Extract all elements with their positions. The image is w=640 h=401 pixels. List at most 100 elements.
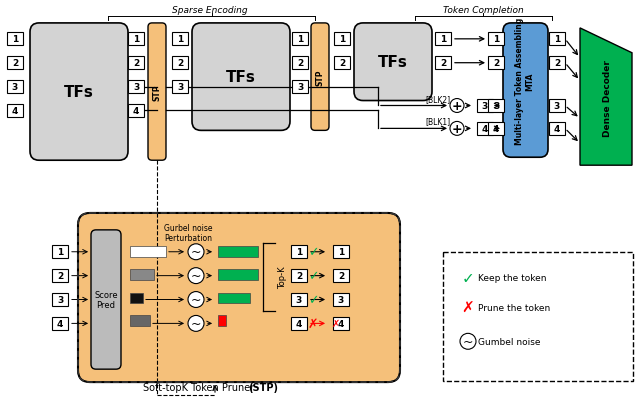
Text: [BLK2]: [BLK2] xyxy=(425,95,450,104)
Bar xyxy=(435,33,451,46)
Text: ~: ~ xyxy=(191,246,201,259)
Bar xyxy=(549,123,565,136)
Text: 3: 3 xyxy=(338,295,344,304)
Text: 3: 3 xyxy=(296,295,302,304)
Bar xyxy=(292,33,308,46)
Text: 2: 2 xyxy=(57,271,63,280)
Bar xyxy=(218,293,250,304)
Text: Gumbel noise: Gumbel noise xyxy=(478,337,541,346)
Bar xyxy=(130,269,154,280)
Text: ✓: ✓ xyxy=(461,270,474,286)
Text: 2: 2 xyxy=(177,59,183,68)
Text: STP: STP xyxy=(152,84,161,101)
Polygon shape xyxy=(580,29,632,166)
Bar xyxy=(292,57,308,70)
Text: ✓: ✓ xyxy=(308,293,318,306)
Text: Score
Pred: Score Pred xyxy=(94,290,118,310)
Text: 2: 2 xyxy=(133,59,139,68)
Text: 3: 3 xyxy=(133,83,139,92)
Bar xyxy=(549,57,565,70)
FancyBboxPatch shape xyxy=(91,230,121,369)
FancyBboxPatch shape xyxy=(503,24,548,158)
Text: ~: ~ xyxy=(191,293,201,306)
Bar xyxy=(7,81,23,94)
Text: ✗: ✗ xyxy=(308,317,318,330)
Text: [BLK1]: [BLK1] xyxy=(425,117,450,126)
Text: 1: 1 xyxy=(554,35,560,44)
Bar xyxy=(52,246,68,259)
Bar xyxy=(292,81,308,94)
Bar xyxy=(130,316,150,326)
Text: 2: 2 xyxy=(493,59,499,68)
Bar xyxy=(333,246,349,259)
Bar xyxy=(52,293,68,306)
Circle shape xyxy=(450,122,464,136)
Text: Gurbel noise
Perturbation: Gurbel noise Perturbation xyxy=(164,223,212,243)
Text: 1: 1 xyxy=(57,248,63,257)
Bar xyxy=(334,57,350,70)
Text: 4: 4 xyxy=(482,125,488,134)
Bar xyxy=(128,57,144,70)
Text: 4: 4 xyxy=(296,319,302,328)
Bar xyxy=(488,100,504,113)
Text: 3: 3 xyxy=(177,83,183,92)
Bar xyxy=(130,246,166,257)
Bar xyxy=(488,33,504,46)
Text: Keep the token: Keep the token xyxy=(478,273,547,282)
Text: 2: 2 xyxy=(338,271,344,280)
Bar xyxy=(333,269,349,282)
FancyBboxPatch shape xyxy=(78,213,400,382)
FancyBboxPatch shape xyxy=(192,24,290,131)
Bar xyxy=(52,317,68,330)
Bar xyxy=(291,246,307,259)
Circle shape xyxy=(188,244,204,260)
Bar xyxy=(218,316,226,326)
Text: ~: ~ xyxy=(191,269,201,282)
Text: TFs: TFs xyxy=(378,55,408,70)
Bar xyxy=(218,269,258,280)
Bar xyxy=(52,269,68,282)
Text: TFs: TFs xyxy=(64,85,94,100)
Bar xyxy=(477,123,493,136)
Bar xyxy=(128,81,144,94)
Bar xyxy=(128,33,144,46)
Text: 1: 1 xyxy=(177,35,183,44)
Text: ✗: ✗ xyxy=(461,300,474,315)
Bar xyxy=(488,123,504,136)
Bar xyxy=(172,81,188,94)
Text: 3: 3 xyxy=(482,102,488,111)
Text: 3: 3 xyxy=(12,83,18,92)
Text: +: + xyxy=(452,123,462,136)
Bar xyxy=(488,57,504,70)
Bar xyxy=(443,252,633,381)
Bar xyxy=(172,57,188,70)
FancyBboxPatch shape xyxy=(30,24,128,161)
Text: (STP): (STP) xyxy=(248,382,278,392)
Text: 2: 2 xyxy=(440,59,446,68)
Text: 1: 1 xyxy=(493,35,499,44)
Text: 1: 1 xyxy=(440,35,446,44)
Text: 4: 4 xyxy=(338,319,344,328)
Text: ~: ~ xyxy=(463,335,473,348)
Text: 4: 4 xyxy=(493,125,499,134)
Text: ✗: ✗ xyxy=(332,319,340,328)
Text: 4: 4 xyxy=(554,125,560,134)
Text: Multi-layer Token Assembling
MTA: Multi-layer Token Assembling MTA xyxy=(515,18,534,145)
Bar xyxy=(549,33,565,46)
Text: 2: 2 xyxy=(297,59,303,68)
Text: 2: 2 xyxy=(12,59,18,68)
Bar xyxy=(7,105,23,117)
Text: 3: 3 xyxy=(57,295,63,304)
Text: 1: 1 xyxy=(297,35,303,44)
Text: 3: 3 xyxy=(297,83,303,92)
Text: 1: 1 xyxy=(338,248,344,257)
Text: 1: 1 xyxy=(12,35,18,44)
Text: ✓: ✓ xyxy=(308,246,318,259)
Text: 1: 1 xyxy=(296,248,302,257)
Text: 2: 2 xyxy=(554,59,560,68)
Bar xyxy=(333,293,349,306)
Text: 2: 2 xyxy=(339,59,345,68)
Text: TFs: TFs xyxy=(226,70,256,85)
Bar xyxy=(128,105,144,117)
FancyBboxPatch shape xyxy=(354,24,432,101)
